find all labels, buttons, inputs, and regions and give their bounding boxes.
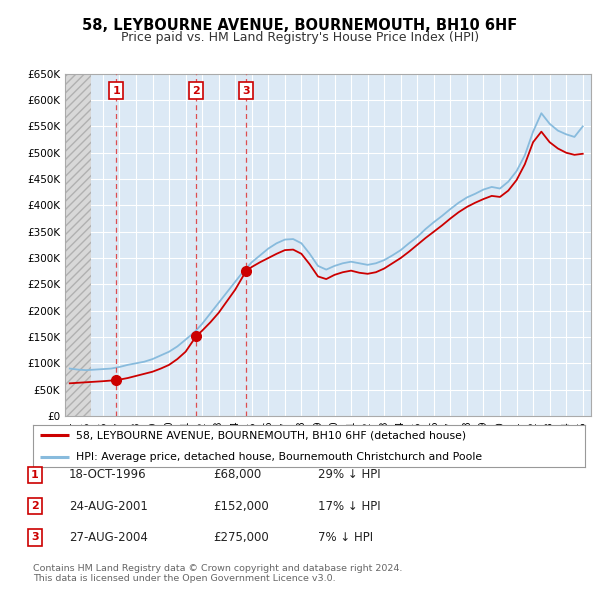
Text: HPI: Average price, detached house, Bournemouth Christchurch and Poole: HPI: Average price, detached house, Bour… [76, 452, 482, 461]
Text: 1: 1 [112, 86, 120, 96]
Text: 18-OCT-1996: 18-OCT-1996 [69, 468, 146, 481]
Text: 27-AUG-2004: 27-AUG-2004 [69, 531, 148, 544]
Text: £152,000: £152,000 [213, 500, 269, 513]
Text: £275,000: £275,000 [213, 531, 269, 544]
Text: 2: 2 [31, 502, 38, 511]
Text: 1: 1 [31, 470, 38, 480]
Text: 24-AUG-2001: 24-AUG-2001 [69, 500, 148, 513]
Text: 3: 3 [242, 86, 250, 96]
Text: 17% ↓ HPI: 17% ↓ HPI [318, 500, 380, 513]
Text: Price paid vs. HM Land Registry's House Price Index (HPI): Price paid vs. HM Land Registry's House … [121, 31, 479, 44]
Text: 2: 2 [193, 86, 200, 96]
Text: 3: 3 [31, 533, 38, 542]
Text: 58, LEYBOURNE AVENUE, BOURNEMOUTH, BH10 6HF: 58, LEYBOURNE AVENUE, BOURNEMOUTH, BH10 … [82, 18, 518, 32]
Text: 58, LEYBOURNE AVENUE, BOURNEMOUTH, BH10 6HF (detached house): 58, LEYBOURNE AVENUE, BOURNEMOUTH, BH10 … [76, 431, 466, 440]
Text: Contains HM Land Registry data © Crown copyright and database right 2024.
This d: Contains HM Land Registry data © Crown c… [33, 563, 403, 583]
Text: £68,000: £68,000 [213, 468, 261, 481]
Text: 7% ↓ HPI: 7% ↓ HPI [318, 531, 373, 544]
Text: 29% ↓ HPI: 29% ↓ HPI [318, 468, 380, 481]
